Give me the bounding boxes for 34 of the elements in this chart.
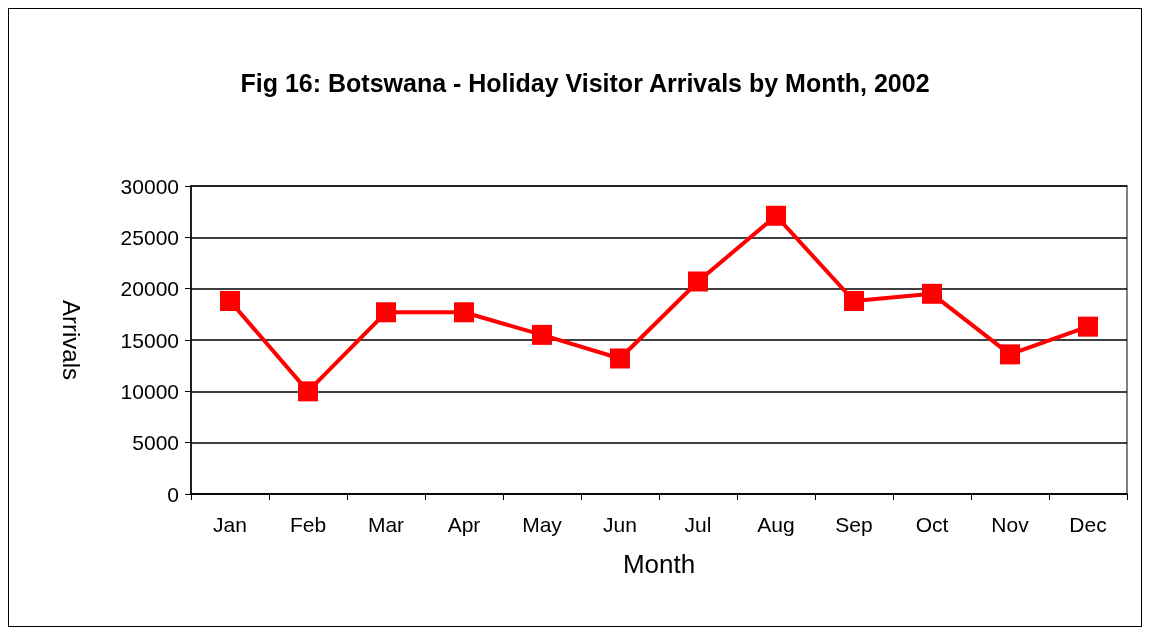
point [454, 302, 474, 323]
y-tick-label: 5000 [132, 431, 179, 455]
point [532, 324, 552, 345]
x-tick-label: Oct [915, 513, 949, 536]
point [376, 302, 396, 323]
x-tick-label: Jan [213, 513, 247, 536]
x-tick-label: Dec [1069, 513, 1107, 536]
x-tick-label: Aug [757, 513, 795, 536]
point [220, 290, 240, 311]
x-tick-label: Feb [289, 513, 327, 536]
chart-title: Fig 16: Botswana - Holiday Visitor Arrivals by Month, 2002 [239, 68, 931, 99]
y-tick-label: 25000 [120, 225, 179, 249]
point [298, 381, 318, 402]
y-tick-label: 15000 [120, 328, 179, 352]
y-tick-label: 0 [167, 482, 179, 506]
point [1078, 316, 1098, 337]
x-tick-label: Mar [367, 513, 405, 536]
x-axis-title: Month [622, 549, 696, 579]
x-tick-label: Jul [684, 513, 712, 536]
x-tick-label: Nov [991, 513, 1030, 536]
y-axis-title: Arrivals [57, 299, 85, 381]
x-tick-label: Jun [603, 513, 637, 536]
point [688, 271, 708, 292]
x-tick-label: Sep [835, 513, 873, 536]
point [610, 348, 630, 369]
y-tick-label: 20000 [120, 277, 179, 301]
point [922, 283, 942, 304]
x-tick-label: May [522, 513, 563, 536]
y-tick-label: 10000 [120, 379, 179, 403]
point [844, 290, 864, 311]
y-tick-label: 30000 [120, 174, 179, 198]
point [766, 205, 786, 226]
point [1000, 344, 1020, 365]
x-tick-label: Apr [447, 513, 481, 536]
